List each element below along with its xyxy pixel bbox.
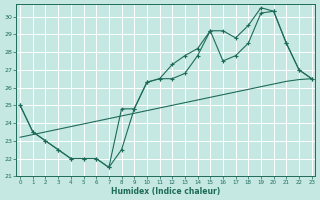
- X-axis label: Humidex (Indice chaleur): Humidex (Indice chaleur): [111, 187, 220, 196]
